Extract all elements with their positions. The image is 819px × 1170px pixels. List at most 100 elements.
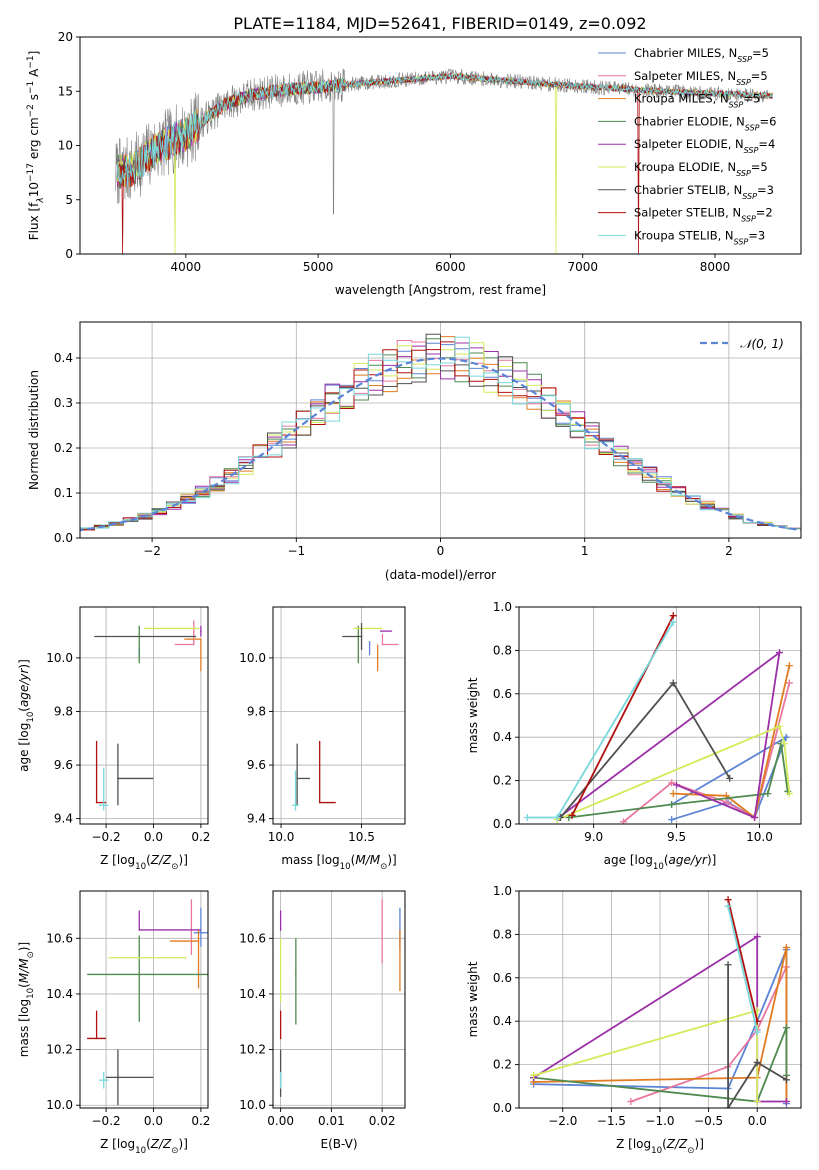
y-tick-label: 10.4 (46, 987, 73, 1001)
weight-marker (751, 813, 759, 821)
y-axis-label: age [log10(age/yr)] (17, 659, 36, 772)
weight-line (727, 899, 759, 1022)
spectrum-panel: 4000 5000 6000 7000 8000 0 5 10 15 20 wavelength [… (26, 30, 802, 297)
y-tick-label: 1.0 (493, 884, 512, 898)
weight-marker (668, 800, 676, 808)
data-point (365, 627, 368, 630)
data-point (197, 940, 200, 942)
x-tick-label: 0.0 (144, 830, 163, 844)
y-tick-label: 10.0 (239, 1098, 266, 1112)
x-tick-label: −0.2 (92, 830, 121, 844)
data-point (197, 627, 200, 630)
plot-area (87, 899, 208, 1106)
y-tick-label: 10.6 (46, 931, 73, 945)
legend-label: Salpeter STELIB, NSSP=2 (634, 206, 773, 224)
x-tick-label: 0.0 (748, 1114, 767, 1128)
weight-marker (782, 1076, 790, 1084)
axes-frame (79, 890, 209, 1109)
weight-marker (669, 618, 677, 626)
legend-label: Salpeter MILES, NSSP=5 (634, 69, 768, 87)
x-tick-label: 8000 (700, 260, 731, 274)
data-point (192, 643, 195, 646)
spectrum-legend: Chabrier MILES, NSSP=5 Salpeter MILES, NS… (598, 46, 776, 246)
weight-marker (753, 933, 761, 941)
weight-marker (785, 662, 793, 670)
x-tick-label: 0.2 (191, 1114, 210, 1128)
data-point (279, 1037, 282, 1040)
x-tick-label: −0.2 (92, 1114, 121, 1128)
x-tick-label: 0.2 (191, 830, 210, 844)
x-tick-label: −1 (287, 544, 305, 558)
data-point (138, 643, 141, 646)
x-axis-label: Z [log10(Z/Z⊙)] (100, 1137, 188, 1156)
y-tick-label: 9.6 (247, 758, 266, 772)
weight-marker (669, 790, 677, 798)
y-axis-label: mass [log10(M/M⊙)] (17, 942, 36, 1057)
y-tick-label: 10.0 (239, 651, 266, 665)
weight-marker (523, 813, 531, 821)
data-point (138, 929, 141, 931)
weight-marker (668, 779, 676, 787)
normal-reference-curve (80, 357, 801, 532)
data-point (381, 929, 383, 931)
data-point (296, 777, 298, 780)
x-tick-label: 0.02 (369, 1114, 396, 1128)
weight-line (558, 650, 781, 819)
x-tick-label: 1 (581, 544, 589, 558)
y-tick-label: 9.6 (54, 758, 73, 772)
weight-marker (753, 1058, 761, 1066)
data-point (140, 635, 143, 638)
data-point (368, 641, 371, 643)
y-tick-label: 0.0 (54, 531, 73, 545)
weight-line (727, 964, 787, 1108)
weight-marker (627, 1097, 635, 1105)
weight-marker (724, 902, 732, 910)
data-point (279, 956, 282, 959)
data-point (117, 777, 119, 780)
legend-label: Chabrier STELIB, NSSP=3 (634, 183, 774, 201)
x-tick-label: 4000 (171, 260, 202, 274)
x-tick-label: 9.0 (584, 830, 603, 844)
y-tick-label: 0.6 (493, 687, 512, 701)
x-axis-label: E(B-V) (320, 1137, 357, 1151)
plot-area (279, 899, 401, 1097)
plot-area (80, 333, 801, 533)
plot-area (115, 68, 774, 254)
y-tick-label: 10.4 (239, 987, 266, 1001)
x-axis-label: (data-model)/error (385, 568, 496, 582)
x-tick-label: 6000 (435, 260, 466, 274)
y-tick-label: 10.6 (239, 931, 266, 945)
x-axis-label: mass [log10(M/M⊙)] (281, 853, 396, 872)
y-tick-label: 10 (58, 139, 73, 153)
y-tick-label: 10.0 (46, 1098, 73, 1112)
y-tick-label: 0.4 (493, 730, 512, 744)
axes-frame (79, 321, 802, 539)
weight-marker (726, 774, 734, 782)
legend-label: Kroupa STELIB, NSSP=3 (634, 228, 765, 246)
plot-area (530, 896, 790, 1108)
data-point (200, 630, 202, 632)
y-tick-label: 0.2 (54, 441, 73, 455)
legend-label: Kroupa ELODIE, NSSP=5 (634, 160, 768, 178)
weight-marker (668, 816, 676, 824)
data-point (294, 804, 297, 807)
x-axis-label: Z [log10(Z/Z⊙)] (100, 853, 188, 872)
weight-vs-age-panel: 9.0 9.5 10.0 0.0 0.2 0.4 0.6 0.8 1.0 age [log10(a… (466, 600, 802, 872)
weight-marker (764, 790, 772, 798)
data-point (200, 931, 202, 934)
axes-frame (79, 606, 209, 825)
x-axis-label: wavelength [Angstrom, rest frame] (335, 283, 546, 297)
data-point (399, 940, 401, 942)
weight-marker (568, 811, 576, 819)
weight-marker (753, 1028, 761, 1036)
legend-label: Salpeter ELODIE, NSSP=4 (634, 137, 775, 155)
x-tick-label: 7000 (567, 260, 598, 274)
weight-marker (782, 733, 790, 741)
x-tick-label: −2.0 (548, 1114, 577, 1128)
x-tick-label: 10.0 (268, 830, 295, 844)
weight-marker (753, 1097, 761, 1105)
weight-marker (782, 943, 790, 951)
weight-vs-z-panel: −2.0 −1.5 −1.0 −0.5 0.0 0.0 0.2 0.4 0.6 0.8 1.0 Z [… (466, 884, 802, 1156)
weight-marker (620, 818, 628, 824)
